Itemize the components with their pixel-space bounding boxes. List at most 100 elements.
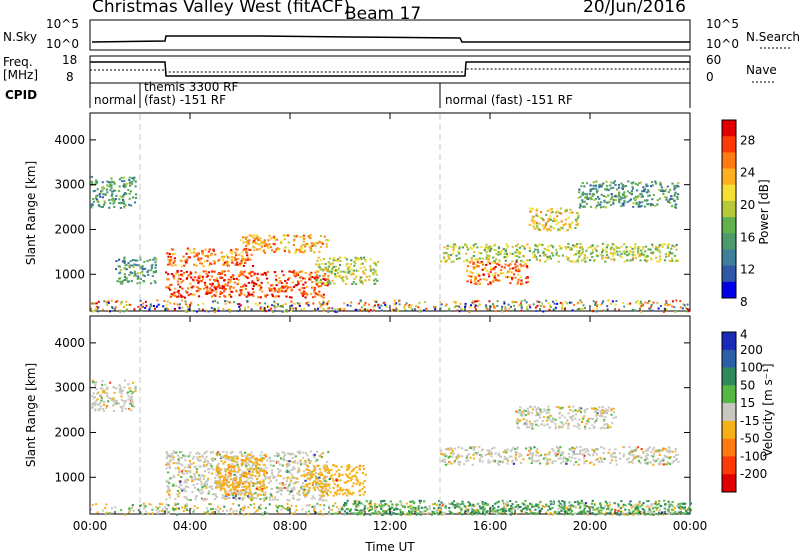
power-ground-cell bbox=[423, 309, 425, 312]
vel-data-cell bbox=[313, 497, 316, 500]
power-data-cell bbox=[522, 254, 525, 257]
vel-data-cell bbox=[363, 480, 366, 483]
power-data-cell bbox=[174, 287, 177, 290]
vel-data-cell bbox=[214, 477, 217, 479]
power-data-cell bbox=[601, 257, 604, 260]
power-data-cell bbox=[97, 204, 100, 206]
power-ground-cell bbox=[536, 300, 539, 303]
power-data-cell bbox=[291, 281, 294, 284]
freq-unit-label: [MHz] bbox=[3, 68, 39, 82]
power-ground-cell bbox=[631, 308, 634, 311]
power-data-cell bbox=[123, 183, 126, 186]
power-data-cell bbox=[134, 185, 137, 188]
vel-data-cell bbox=[236, 463, 239, 466]
power-data-cell bbox=[134, 274, 137, 277]
power-data-cell bbox=[516, 243, 519, 246]
power-data-cell bbox=[203, 281, 207, 284]
power-data-cell bbox=[489, 271, 492, 274]
power-data-cell bbox=[119, 271, 122, 274]
power-ground-cell bbox=[105, 301, 108, 304]
vel-data-cell bbox=[285, 480, 288, 483]
power-data-cell bbox=[300, 270, 304, 273]
power-data-cell bbox=[519, 263, 522, 266]
vel-data-cell bbox=[302, 474, 305, 476]
power-ground-cell bbox=[173, 302, 176, 305]
vel-data-cell bbox=[323, 475, 326, 478]
vel-data-cell bbox=[511, 461, 514, 464]
power-data-cell bbox=[323, 283, 326, 286]
power-ground-cell bbox=[103, 300, 106, 303]
power-data-cell bbox=[598, 197, 601, 200]
vel-data-cell bbox=[672, 460, 675, 463]
power-ground-cell bbox=[492, 304, 495, 307]
vel-ground-cell bbox=[334, 512, 337, 515]
vel-data-cell bbox=[242, 459, 245, 462]
vel-data-cell bbox=[306, 477, 309, 480]
power-data-cell bbox=[263, 240, 266, 243]
vel-ground-cell bbox=[680, 507, 683, 510]
vel-data-cell bbox=[248, 488, 251, 491]
vel-ground-cell bbox=[114, 506, 117, 509]
power-data-cell bbox=[256, 236, 259, 239]
vel-data-cell bbox=[230, 465, 233, 468]
vel-data-cell bbox=[221, 494, 224, 497]
vel-data-cell bbox=[252, 484, 255, 487]
vel-ground-cell bbox=[276, 505, 279, 508]
power-data-cell bbox=[240, 262, 243, 264]
vel-data-cell bbox=[228, 466, 231, 469]
power-data-cell bbox=[508, 252, 512, 255]
power-data-cell bbox=[671, 244, 674, 247]
power-data-cell bbox=[218, 273, 221, 275]
vel-data-cell bbox=[248, 483, 251, 486]
power-data-cell bbox=[170, 255, 173, 258]
vel-ground-cell bbox=[282, 507, 285, 510]
vel-ground-cell bbox=[210, 508, 213, 511]
vel-data-cell bbox=[567, 453, 570, 456]
vel-data-cell bbox=[313, 453, 316, 456]
power-data-cell bbox=[580, 185, 583, 188]
vel-data-cell bbox=[259, 482, 262, 485]
power-data-cell bbox=[477, 280, 480, 282]
velocity-marks bbox=[90, 317, 693, 516]
power-data-cell bbox=[125, 182, 128, 185]
power-data-cell bbox=[221, 291, 224, 294]
vel-data-cell bbox=[322, 490, 325, 493]
power-data-cell bbox=[469, 246, 472, 249]
power-data-cell bbox=[591, 194, 594, 197]
power-data-cell bbox=[298, 288, 301, 291]
power-ground-cell bbox=[313, 309, 316, 312]
vel-ground-cell bbox=[287, 506, 290, 509]
power-ground-cell bbox=[213, 308, 215, 311]
power-ground-cell bbox=[181, 306, 184, 309]
vel-data-cell bbox=[273, 496, 277, 499]
vel-data-cell bbox=[225, 483, 228, 486]
vel-data-cell bbox=[254, 467, 257, 470]
vel-ground-cell bbox=[563, 513, 566, 516]
power-data-cell bbox=[442, 256, 446, 259]
power-data-cell bbox=[596, 204, 599, 207]
power-data-cell bbox=[531, 216, 534, 219]
vel-data-cell bbox=[348, 465, 351, 468]
power-data-cell bbox=[135, 264, 138, 267]
power-data-cell bbox=[473, 282, 476, 285]
power-data-cell bbox=[341, 278, 344, 281]
vel-data-cell bbox=[305, 468, 308, 471]
vel-data-cell bbox=[192, 462, 195, 465]
vel-data-cell bbox=[298, 494, 301, 497]
vel-data-cell bbox=[290, 490, 293, 493]
power-data-cell bbox=[239, 274, 242, 277]
vel-ground-cell bbox=[648, 506, 651, 509]
vel-data-cell bbox=[299, 461, 303, 464]
vel-data-cell bbox=[118, 384, 121, 387]
vel-data-cell bbox=[224, 474, 227, 477]
power-data-cell bbox=[621, 185, 624, 188]
vel-data-cell bbox=[244, 454, 247, 457]
power-data-cell bbox=[473, 279, 476, 282]
power-data-cell bbox=[671, 197, 674, 200]
vel-data-cell bbox=[352, 491, 355, 494]
power-data-cell bbox=[275, 295, 278, 298]
vel-ground-cell bbox=[478, 505, 481, 508]
vel-data-cell bbox=[217, 466, 220, 469]
vel-data-cell bbox=[626, 458, 629, 461]
power-ground-cell bbox=[139, 304, 142, 306]
